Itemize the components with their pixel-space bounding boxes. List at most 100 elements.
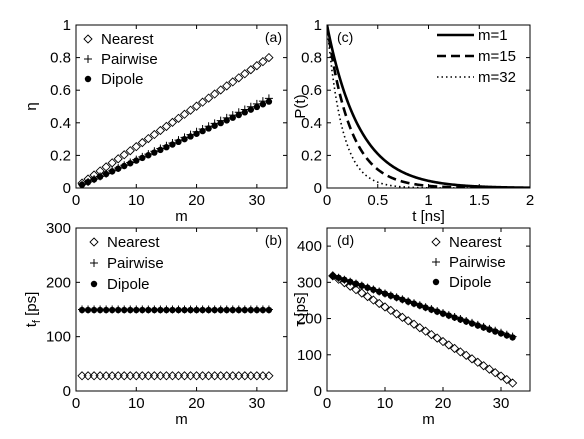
data-point	[119, 150, 129, 160]
data-point	[107, 371, 117, 381]
data-point	[133, 157, 140, 164]
data-point	[345, 281, 355, 291]
legend-marker	[90, 259, 98, 267]
data-point	[143, 133, 153, 144]
data-point	[265, 306, 273, 314]
data-point	[351, 285, 361, 295]
data-point	[145, 306, 152, 314]
x-tick-label: 2	[526, 192, 534, 209]
data-point	[185, 371, 196, 381]
y-tick-label: 200	[46, 274, 71, 291]
legend-marker	[431, 237, 441, 247]
panel-label: (c)	[337, 29, 353, 45]
data-point	[145, 152, 152, 159]
data-point	[391, 309, 402, 319]
data-point	[393, 294, 400, 301]
x-tick-label: 20	[435, 395, 452, 412]
series-line-m=15	[327, 25, 530, 188]
legend-label: Dipole	[101, 71, 144, 88]
series-Dipole	[78, 306, 273, 314]
data-point	[113, 371, 123, 381]
data-point	[386, 305, 396, 316]
x-axis-title: t [ns]	[412, 208, 445, 225]
data-point	[127, 160, 134, 167]
y-tick-label: 0	[314, 180, 322, 197]
data-point	[163, 143, 170, 151]
data-point	[252, 61, 262, 71]
legend-label: Dipole	[107, 276, 150, 293]
legend-label: m=15	[478, 48, 516, 65]
x-tick-label: 20	[188, 192, 205, 209]
y-axis-title: P(t)	[292, 94, 309, 118]
data-point	[185, 105, 196, 115]
x-tick-label: 1	[424, 192, 432, 209]
data-point	[163, 306, 170, 314]
data-point	[84, 306, 92, 314]
legend-label: Dipole	[449, 274, 492, 291]
data-point	[216, 85, 226, 95]
x-axis-title: m	[175, 208, 188, 225]
data-point	[149, 371, 160, 381]
data-point	[151, 149, 158, 156]
data-point	[115, 165, 122, 172]
data-point	[205, 306, 212, 314]
data-point	[234, 371, 244, 381]
data-point	[151, 306, 158, 314]
data-point	[205, 125, 212, 132]
data-point	[121, 306, 128, 314]
data-point	[143, 371, 153, 381]
data-point	[503, 332, 510, 339]
y-tick-label: 0	[63, 383, 71, 400]
data-point	[380, 302, 390, 312]
y-tick-label: 100	[297, 347, 322, 364]
data-point	[258, 57, 268, 67]
data-point	[149, 129, 160, 140]
panel-label: (a)	[265, 29, 282, 45]
y-tick-label: 0	[63, 180, 71, 197]
data-point	[139, 306, 146, 314]
data-point	[265, 98, 273, 105]
data-point	[216, 371, 226, 381]
legend-marker	[432, 278, 440, 286]
data-point	[428, 306, 435, 313]
data-point	[376, 288, 383, 295]
data-point	[439, 310, 447, 317]
data-point	[139, 154, 146, 162]
data-point	[509, 334, 516, 341]
data-point	[187, 133, 194, 140]
legend-marker	[89, 237, 99, 247]
x-axis-title: m	[175, 411, 188, 428]
data-point	[167, 371, 178, 381]
x-tick-label: 0	[323, 395, 331, 412]
data-point	[193, 130, 200, 137]
panel-c: 0 0.5 1 1.5 200.20.40.60.81t [ns]P(t)m=1m=15…	[292, 17, 534, 225]
data-point	[191, 371, 202, 381]
data-point	[264, 52, 274, 63]
y-tick-label: 0.6	[301, 82, 322, 99]
data-point	[169, 141, 176, 148]
data-point	[203, 371, 214, 381]
y-axis-title: τ [ps]	[292, 292, 309, 326]
data-point	[155, 371, 166, 381]
data-point	[496, 371, 506, 381]
data-point	[121, 162, 128, 170]
data-point	[115, 306, 122, 314]
data-point	[357, 288, 367, 298]
y-axis-title: tf [ps]	[23, 292, 43, 328]
y-tick-label: 0	[314, 383, 322, 400]
data-point	[352, 280, 360, 287]
data-point	[199, 127, 206, 135]
data-point	[457, 316, 464, 323]
y-tick-label: 300	[46, 220, 71, 237]
data-point	[480, 324, 487, 331]
data-point	[468, 320, 476, 327]
data-point	[77, 371, 87, 381]
data-point	[161, 371, 172, 381]
data-point	[410, 300, 418, 307]
y-tick-label: 0.4	[301, 115, 322, 132]
y-tick-label: 0.6	[50, 82, 71, 99]
data-point	[181, 306, 188, 314]
data-point	[173, 371, 184, 381]
data-point	[364, 284, 371, 291]
data-point	[341, 276, 348, 283]
